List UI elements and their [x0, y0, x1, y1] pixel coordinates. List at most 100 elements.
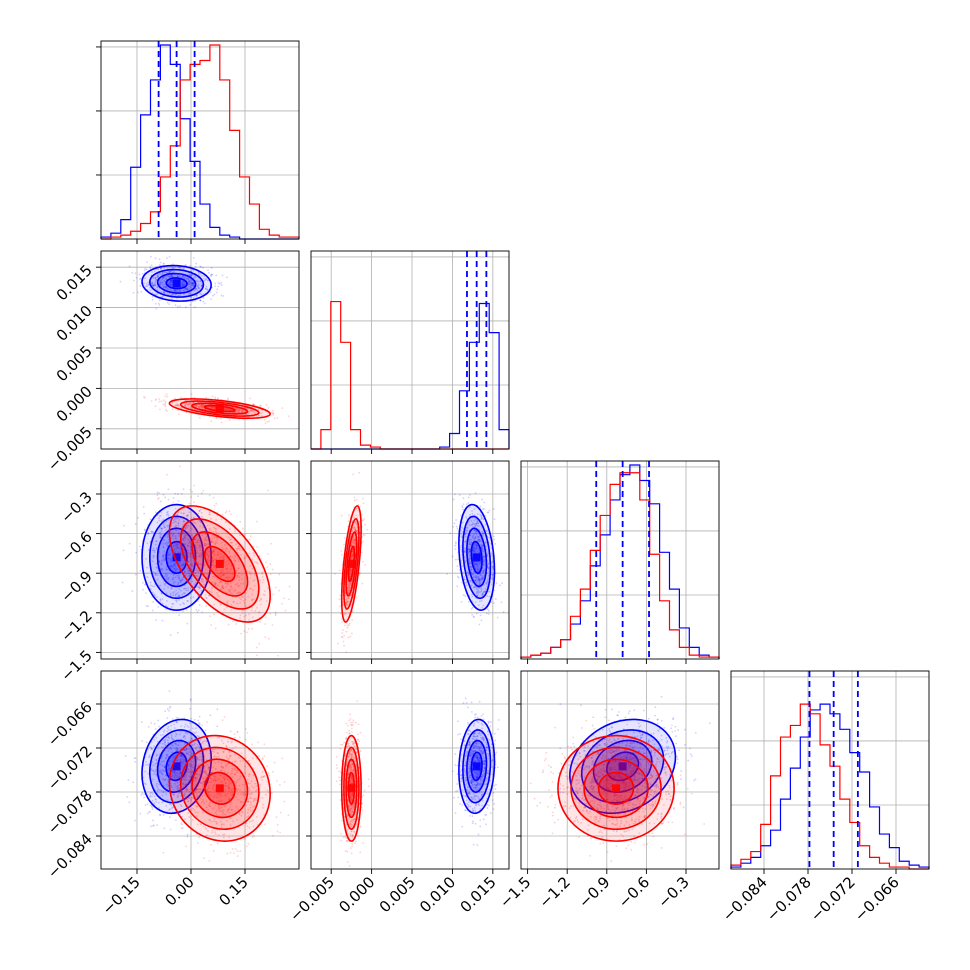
scatter-point [195, 530, 198, 533]
scatter-point [239, 582, 242, 585]
scatter-point [238, 572, 241, 575]
scatter-point [168, 303, 171, 305]
scatter-point [264, 594, 266, 596]
density-peak [347, 559, 356, 568]
scatter-point [161, 278, 164, 281]
scatter-point [153, 551, 156, 554]
scatter-point [197, 280, 199, 283]
scatter-point [168, 292, 171, 295]
scatter-point [213, 407, 216, 409]
scatter-point [200, 511, 203, 514]
scatter-point [492, 602, 495, 604]
scatter-point [210, 559, 213, 562]
scatter-point [462, 503, 465, 506]
scatter-point [165, 572, 167, 575]
scatter-point [204, 527, 207, 530]
scatter-point [482, 556, 485, 559]
scatter-point [237, 545, 240, 547]
scatter-point [479, 540, 481, 543]
scatter-point [201, 520, 204, 523]
scatter-point [194, 585, 197, 588]
scatter-point [176, 543, 178, 545]
scatter-point [164, 710, 167, 712]
scatter-point [173, 535, 176, 538]
scatter-point [166, 525, 169, 528]
scatter-point [181, 532, 184, 535]
scatter-point [190, 559, 193, 562]
scatter-point [182, 282, 185, 285]
scatter-point [173, 289, 176, 292]
scatter-point [466, 526, 468, 529]
scatter-point [475, 562, 477, 565]
scatter-point [226, 407, 229, 410]
scatter-point [168, 709, 170, 712]
scatter-point [220, 281, 223, 284]
scatter-point [469, 557, 472, 560]
scatter-point [244, 410, 247, 413]
scatter-point [189, 552, 192, 555]
scatter-point [136, 516, 139, 519]
scatter-point [254, 610, 257, 612]
scatter-point [501, 582, 503, 585]
scatter-point [195, 294, 198, 297]
scatter-point [240, 554, 243, 556]
scatter-point [223, 561, 226, 564]
scatter-point [221, 584, 224, 587]
scatter-point [186, 514, 189, 517]
scatter-point [251, 606, 254, 609]
scatter-point [345, 651, 348, 654]
scatter-point [227, 559, 229, 562]
scatter-point [471, 593, 473, 596]
scatter-point [181, 564, 183, 567]
scatter-point [237, 575, 240, 578]
scatter-point [134, 523, 137, 525]
scatter-point [484, 590, 487, 593]
scatter-point [141, 588, 144, 591]
scatter-point [206, 279, 209, 282]
scatter-point [167, 586, 169, 589]
scatter-point [152, 825, 155, 827]
scatter-point [201, 578, 203, 581]
scatter-point [172, 578, 175, 580]
scatter-point [201, 406, 204, 409]
scatter-point [231, 541, 233, 544]
scatter-point [192, 401, 195, 404]
scatter-point [468, 506, 471, 508]
scatter-point [167, 275, 170, 278]
scatter-point [159, 272, 161, 275]
scatter-point [200, 404, 203, 407]
scatter-point [177, 522, 180, 525]
scatter-point [152, 600, 155, 603]
scatter-point [468, 558, 470, 560]
scatter-point [211, 286, 214, 289]
scatter-point [163, 280, 165, 282]
scatter-point [200, 580, 203, 583]
scatter-point [183, 550, 186, 553]
scatter-point [197, 562, 199, 565]
scatter-point [269, 612, 271, 615]
scatter-point [340, 618, 343, 621]
scatter-point [222, 574, 225, 576]
scatter-point [177, 576, 180, 579]
scatter-point [233, 554, 236, 557]
hist-series-2 [730, 703, 929, 870]
scatter-point [273, 417, 276, 420]
scatter-point [151, 271, 153, 274]
scatter-point [176, 547, 178, 550]
scatter-point [194, 544, 197, 547]
scatter-point [470, 584, 473, 587]
scatter-point [203, 539, 206, 542]
scatter-point [228, 419, 231, 422]
scatter-point [156, 289, 159, 292]
scatter-point [175, 514, 178, 517]
scatter-point [235, 543, 237, 546]
scatter-point [261, 581, 264, 584]
scatter-point [472, 615, 475, 618]
panel-frame [730, 670, 930, 870]
scatter-point [454, 558, 457, 561]
scatter-point [147, 532, 150, 535]
scatter-point [177, 294, 180, 297]
scatter-point [163, 271, 166, 274]
scatter-point [249, 409, 252, 412]
scatter-point [153, 549, 156, 552]
